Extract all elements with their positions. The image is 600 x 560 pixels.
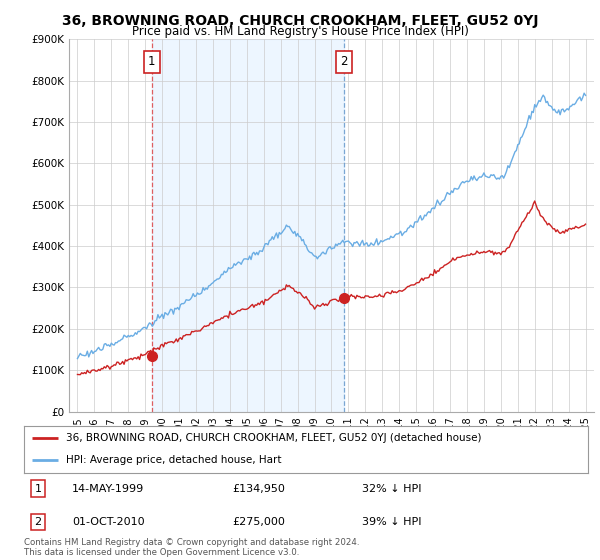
Text: 14-MAY-1999: 14-MAY-1999: [72, 484, 144, 494]
Text: HPI: Average price, detached house, Hart: HPI: Average price, detached house, Hart: [66, 455, 282, 465]
Text: Price paid vs. HM Land Registry's House Price Index (HPI): Price paid vs. HM Land Registry's House …: [131, 25, 469, 38]
Text: 2: 2: [35, 517, 41, 527]
Text: £275,000: £275,000: [233, 517, 286, 527]
Text: Contains HM Land Registry data © Crown copyright and database right 2024.
This d: Contains HM Land Registry data © Crown c…: [24, 538, 359, 557]
Text: 1: 1: [35, 484, 41, 494]
Text: 36, BROWNING ROAD, CHURCH CROOKHAM, FLEET, GU52 0YJ: 36, BROWNING ROAD, CHURCH CROOKHAM, FLEE…: [62, 14, 538, 28]
Text: 2: 2: [340, 55, 348, 68]
Text: 1: 1: [148, 55, 155, 68]
Text: 39% ↓ HPI: 39% ↓ HPI: [362, 517, 422, 527]
Text: £134,950: £134,950: [233, 484, 286, 494]
Text: 36, BROWNING ROAD, CHURCH CROOKHAM, FLEET, GU52 0YJ (detached house): 36, BROWNING ROAD, CHURCH CROOKHAM, FLEE…: [66, 433, 482, 444]
Text: 01-OCT-2010: 01-OCT-2010: [72, 517, 145, 527]
Text: 32% ↓ HPI: 32% ↓ HPI: [362, 484, 422, 494]
